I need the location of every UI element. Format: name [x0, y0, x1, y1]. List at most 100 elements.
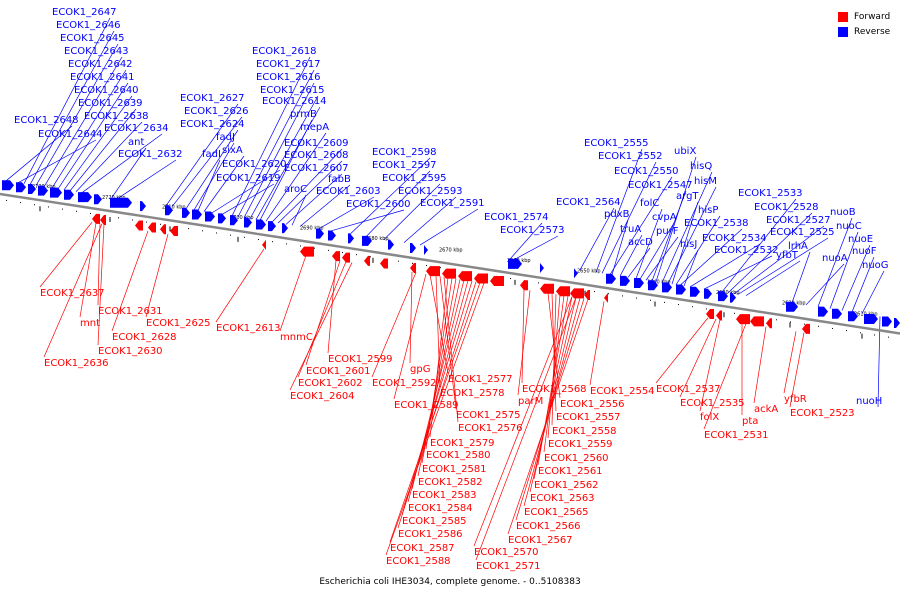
gene-label-ecok1-2581: ECOK1_2581 [422, 464, 487, 475]
leader-line [627, 247, 651, 278]
gene-label-ecok1-2533: ECOK1_2533 [738, 188, 803, 199]
leader-line [35, 43, 119, 186]
gene-label-ecok1-2562: ECOK1_2562 [534, 480, 599, 491]
gene-label-ecok1-2528: ECOK1_2528 [754, 202, 819, 213]
leader-line [69, 108, 137, 192]
forward-gene [135, 220, 143, 231]
legend-reverse: Reverse [838, 24, 890, 39]
forward-gene [364, 255, 370, 266]
leader-line [679, 318, 717, 398]
reverse-gene [2, 180, 14, 191]
track-dot [888, 336, 889, 338]
gene-label-nuog: nuoG [862, 260, 889, 271]
reverse-gene [574, 268, 578, 279]
leader-line [23, 17, 111, 184]
gene-label-ecok1-2556: ECOK1_2556 [560, 399, 625, 410]
gene-label-ecok1-2523: ECOK1_2523 [790, 408, 855, 419]
leader-line [861, 270, 885, 314]
reverse-gene [244, 217, 252, 228]
reverse-gene [848, 311, 858, 322]
track-dot [118, 217, 119, 219]
legend-reverse-label: Reverse [854, 26, 891, 37]
track-dot [244, 236, 245, 238]
forward-gene [802, 323, 810, 334]
leader-line [397, 281, 477, 529]
leader-line [655, 317, 709, 384]
leader-line [43, 56, 123, 188]
gene-label-ecok1-2597: ECOK1_2597 [372, 160, 437, 171]
track-dot [6, 199, 7, 201]
forward-gene [332, 251, 340, 262]
leader-line [385, 282, 485, 556]
leader-line [601, 161, 657, 274]
reverse-gene [165, 205, 173, 216]
track-dot [706, 308, 707, 310]
forward-gene [380, 258, 388, 269]
leader-line [783, 331, 797, 394]
leader-line [661, 171, 713, 283]
track-dot [146, 221, 147, 223]
gene-label-ecok1-2525: ECOK1_2525 [770, 227, 835, 238]
track-dot [202, 230, 203, 232]
gene-label-ecok1-2617: ECOK1_2617 [256, 59, 321, 70]
leader-line [595, 148, 643, 273]
track-dot [328, 249, 329, 251]
reverse-gene [316, 228, 324, 239]
gene-label-hisj: hisJ [680, 239, 697, 250]
forward-gene [490, 276, 504, 287]
forward-gene [300, 246, 314, 257]
legend-forward-label: Forward [854, 11, 891, 22]
gene-label-ecok1-2599: ECOK1_2599 [328, 354, 393, 365]
reverse-gene [140, 201, 146, 212]
gene-label-sixa: sixA [222, 145, 243, 156]
gene-label-ecok1-2587: ECOK1_2587 [390, 543, 455, 554]
track-dot [230, 234, 231, 236]
scale-tick-label: 2680 kbp [365, 236, 389, 242]
leader-line [279, 255, 307, 332]
reverse-gene [662, 282, 672, 293]
track-dot [510, 278, 511, 280]
reverse-gene [192, 209, 202, 220]
leader-line [683, 249, 699, 287]
reverse-gene [832, 308, 842, 319]
leader-line [57, 82, 129, 190]
leader-line [259, 119, 313, 221]
reverse-gene [704, 288, 712, 299]
gene-label-ecok1-2604: ECOK1_2604 [290, 391, 355, 402]
leader-line [271, 148, 343, 223]
leader-line [203, 155, 245, 212]
track-dot [846, 330, 847, 332]
reverse-gene [410, 243, 416, 254]
gene-label-ecok1-2645: ECOK1_2645 [60, 33, 125, 44]
leader-line [645, 236, 679, 281]
leader-line [299, 184, 351, 227]
leader-line [165, 103, 239, 206]
leader-line [111, 230, 149, 332]
track-dot [818, 325, 819, 327]
gene-label-ecok1-2625: ECOK1_2625 [146, 318, 211, 329]
gene-label-ecok1-2563: ECOK1_2563 [530, 493, 595, 504]
gene-label-ecok1-2570: ECOK1_2570 [474, 547, 539, 558]
gene-label-hisp: hisP [698, 205, 718, 216]
reverse-gene [268, 221, 276, 232]
forward-gene [410, 263, 416, 274]
gene-label-ecok1-2646: ECOK1_2646 [56, 20, 121, 31]
gene-label-fabb: fabB [328, 174, 351, 185]
reverse-gene [16, 182, 26, 193]
reverse-gene [328, 230, 336, 241]
reverse-gene [786, 301, 798, 312]
gene-label-yfbt: yfbT [776, 250, 799, 261]
reverse-gene [182, 207, 190, 218]
leader-line [393, 273, 427, 400]
gene-label-ecok1-2538: ECOK1_2538 [684, 218, 749, 229]
gene-label-pdxb: pdxB [604, 209, 630, 220]
leader-line [679, 228, 743, 286]
leader-line [221, 183, 275, 215]
leader-line [277, 160, 343, 224]
gene-label-pta: pta [742, 416, 758, 427]
gene-label-ecok1-2593: ECOK1_2593 [398, 186, 463, 197]
leader-line [291, 194, 307, 226]
reverse-gene [38, 185, 48, 196]
gene-label-ecok1-2532: ECOK1_2532 [714, 245, 779, 256]
gene-label-ecok1-2636: ECOK1_2636 [44, 358, 109, 369]
